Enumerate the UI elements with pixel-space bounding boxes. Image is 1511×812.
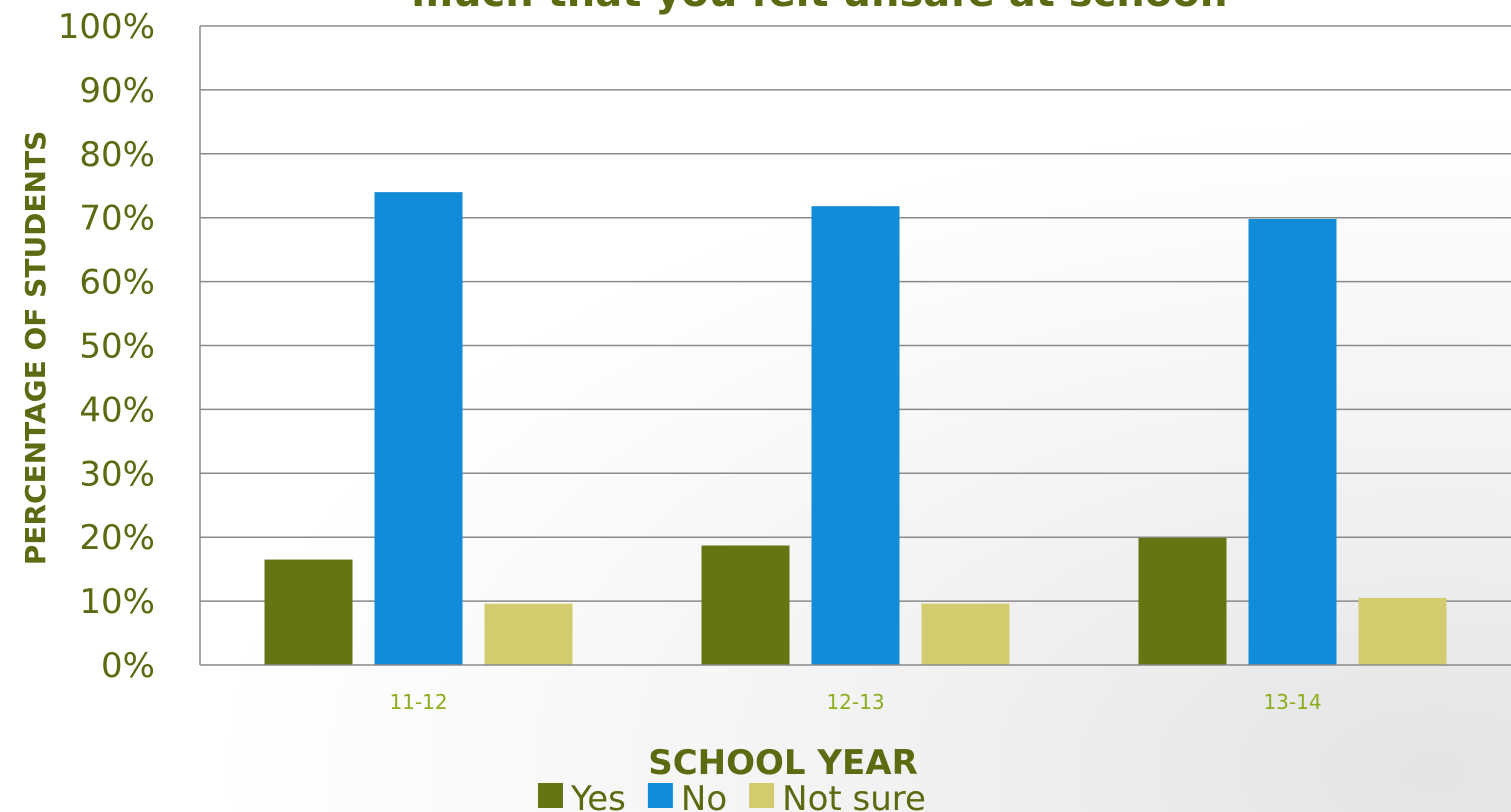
legend-swatch-no — [647, 783, 673, 808]
bar-not-sure-11-12 — [484, 603, 573, 665]
y-tick-label: 90% — [79, 71, 155, 111]
bar-not-sure-13-14 — [1358, 597, 1447, 665]
y-axis-title: PERCENTAGE OF STUDENTS — [19, 131, 52, 566]
y-tick-label: 80% — [79, 135, 155, 175]
y-tick-label: 40% — [79, 390, 155, 430]
y-tick-label: 0% — [101, 646, 155, 686]
bar-no-11-12 — [374, 192, 463, 665]
bar-yes-13-14 — [1138, 537, 1227, 665]
bar-yes-12-13 — [701, 545, 790, 665]
legend-label: No — [681, 779, 727, 812]
y-tick-labels: 0% 10% 20% 30% 40% 50% 60% 70% 80% 90% 100% — [58, 7, 155, 686]
legend-label: Yes — [570, 779, 626, 812]
x-tick-label: 13-14 — [1263, 690, 1321, 714]
x-axis-title: SCHOOL YEAR — [648, 743, 918, 783]
y-tick-label: 20% — [79, 518, 155, 558]
y-tick-label: 100% — [58, 7, 155, 47]
legend-swatch-yes — [538, 783, 563, 808]
bar-no-13-14 — [1248, 218, 1337, 665]
y-tick-label: 50% — [79, 327, 155, 367]
chart-title: much that you felt unsafe at school. — [411, 0, 1228, 16]
bar-not-sure-12-13 — [921, 603, 1010, 665]
legend: Yes No Not sure — [538, 779, 926, 812]
legend-label: Not sure — [782, 779, 926, 812]
x-tick-labels: 11-12 12-13 13-14 — [389, 690, 1321, 714]
bar-no-12-13 — [811, 206, 900, 665]
bars — [264, 192, 1447, 665]
y-tick-label: 10% — [79, 582, 155, 622]
y-tick-label: 60% — [79, 263, 155, 303]
x-tick-label: 12-13 — [826, 690, 884, 714]
bar-yes-11-12 — [264, 559, 353, 665]
axes — [199, 26, 1511, 666]
y-tick-label: 30% — [79, 454, 155, 494]
x-tick-label: 11-12 — [389, 690, 447, 714]
y-tick-label: 70% — [79, 199, 155, 239]
legend-swatch-not-sure — [749, 783, 775, 808]
